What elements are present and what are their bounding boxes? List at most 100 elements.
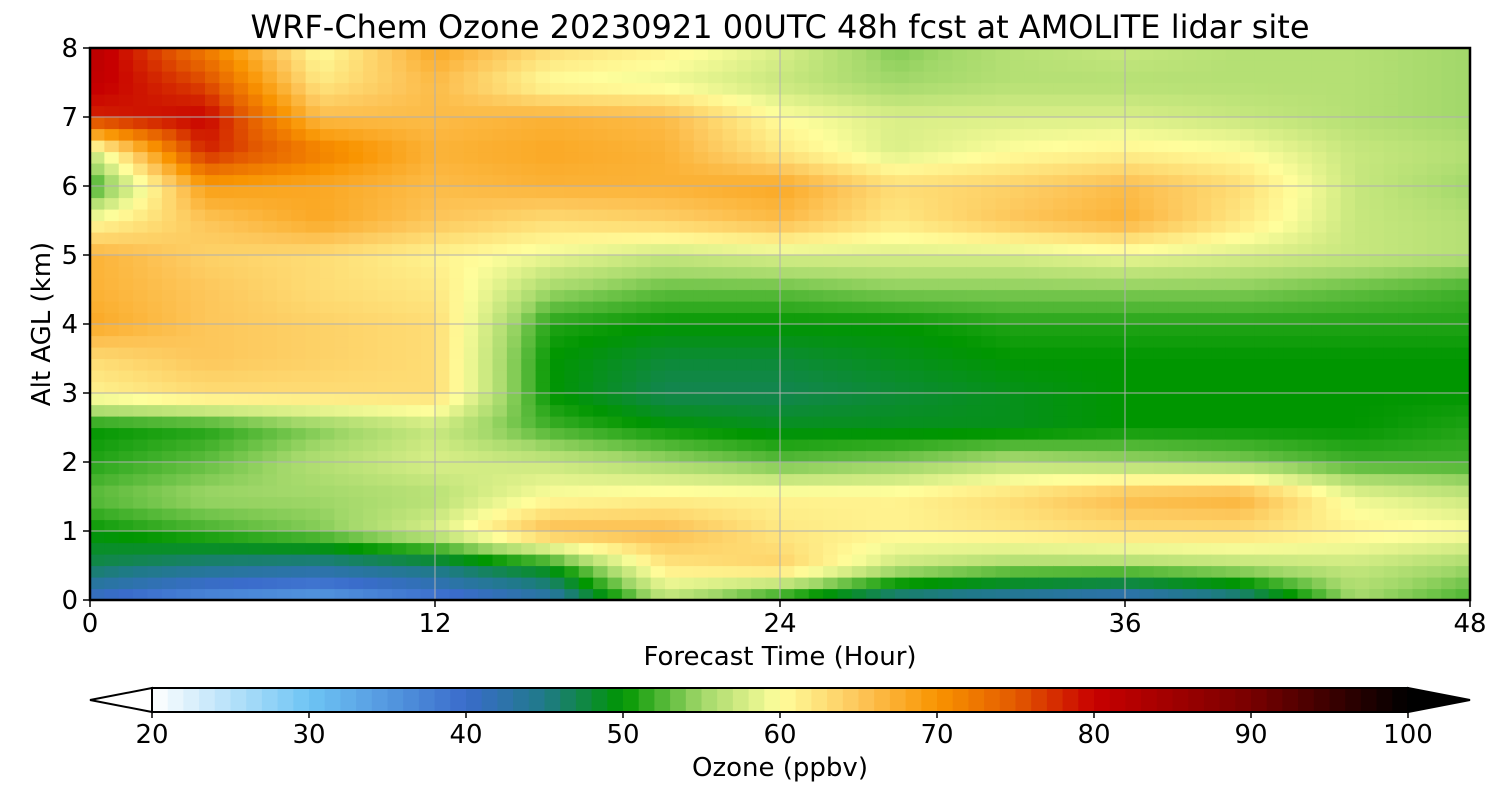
heatmap-cell: [535, 531, 551, 544]
heatmap-cell: [1225, 519, 1241, 532]
heatmap-cell: [751, 416, 767, 429]
heatmap-cell: [248, 220, 264, 233]
heatmap-cell: [1283, 243, 1299, 256]
heatmap-cell: [765, 289, 781, 302]
heatmap-cell: [1168, 462, 1184, 475]
heatmap-cell: [435, 450, 450, 463]
heatmap-cell: [1311, 163, 1327, 176]
heatmap-cell: [320, 462, 335, 475]
heatmap-cell: [708, 508, 724, 521]
heatmap-cell: [1081, 473, 1097, 486]
heatmap-cell: [1455, 232, 1471, 245]
heatmap-cell: [866, 186, 882, 199]
colorbar-swatch: [450, 688, 467, 712]
heatmap-cell: [550, 289, 565, 302]
heatmap-cell: [147, 266, 163, 279]
heatmap-cell: [938, 496, 954, 509]
heatmap-cell: [147, 358, 163, 371]
heatmap-cell: [1254, 243, 1270, 256]
heatmap-cell: [1426, 542, 1442, 555]
heatmap-cell: [923, 312, 939, 325]
heatmap-cell: [262, 117, 278, 130]
heatmap-cell: [794, 427, 810, 440]
heatmap-cell: [1010, 370, 1025, 383]
heatmap-cell: [751, 94, 767, 107]
heatmap-cell: [1096, 416, 1112, 429]
heatmap-cell: [1426, 140, 1442, 153]
heatmap-cell: [938, 255, 954, 268]
heatmap-cell: [1369, 416, 1385, 429]
heatmap-cell: [1182, 554, 1198, 567]
heatmap-cell: [765, 48, 781, 61]
heatmap-cell: [1268, 209, 1284, 222]
heatmap-cell: [118, 450, 134, 463]
heatmap-cell: [1369, 140, 1385, 153]
heatmap-cell: [952, 255, 968, 268]
heatmap-cell: [981, 71, 997, 84]
heatmap-cell: [1010, 232, 1025, 245]
heatmap-cell: [1067, 450, 1083, 463]
heatmap-cell: [837, 174, 853, 187]
heatmap-cell: [406, 381, 422, 394]
heatmap-cell: [866, 427, 882, 440]
heatmap-cell: [377, 531, 393, 544]
heatmap-cell: [1038, 209, 1054, 222]
heatmap-cell: [363, 519, 379, 532]
heatmap-cell: [1196, 358, 1212, 371]
heatmap-cell: [463, 370, 479, 383]
heatmap-cell: [1412, 266, 1428, 279]
heatmap-cell: [995, 220, 1011, 233]
heatmap-cell: [535, 209, 551, 222]
heatmap-cell: [276, 588, 292, 601]
heatmap-cell: [1240, 243, 1255, 256]
heatmap-cell: [1067, 301, 1083, 314]
heatmap-cell: [478, 140, 494, 153]
heatmap-cell: [1297, 404, 1313, 417]
heatmap-cell: [1139, 278, 1155, 291]
heatmap-cell: [1297, 94, 1313, 107]
heatmap-cell: [133, 335, 149, 348]
heatmap-cell: [636, 255, 652, 268]
heatmap-cell: [248, 324, 264, 337]
heatmap-cell: [1053, 381, 1069, 394]
heatmap-cell: [1081, 404, 1097, 417]
heatmap-cell: [1340, 565, 1356, 578]
heatmap-cell: [665, 278, 680, 291]
heatmap-cell: [851, 335, 867, 348]
colorbar-swatch: [1062, 688, 1079, 712]
heatmap-cell: [995, 496, 1011, 509]
heatmap-cell: [564, 232, 580, 245]
heatmap-cell: [1311, 565, 1327, 578]
heatmap-cell: [765, 439, 781, 452]
heatmap-cell: [578, 278, 594, 291]
heatmap-cell: [621, 117, 637, 130]
heatmap-cell: [650, 542, 666, 555]
heatmap-cell: [952, 416, 968, 429]
heatmap-cell: [1426, 416, 1442, 429]
heatmap-cell: [420, 140, 436, 153]
heatmap-cell: [420, 347, 436, 360]
heatmap-cell: [535, 565, 551, 578]
heatmap-cell: [1153, 588, 1169, 601]
heatmap-cell: [1383, 439, 1399, 452]
heatmap-cell: [291, 370, 307, 383]
heatmap-cell: [391, 347, 407, 360]
heatmap-cell: [449, 243, 465, 256]
heatmap-cell: [435, 255, 450, 268]
heatmap-cell: [823, 496, 839, 509]
heatmap-cell: [205, 404, 220, 417]
heatmap-cell: [248, 450, 264, 463]
heatmap-cell: [521, 186, 537, 199]
heatmap-cell: [636, 393, 652, 406]
heatmap-cell: [133, 117, 149, 130]
heatmap-cell: [621, 381, 637, 394]
heatmap-cell: [808, 404, 824, 417]
heatmap-cell: [205, 117, 220, 130]
heatmap-cell: [262, 151, 278, 164]
heatmap-cell: [435, 117, 450, 130]
heatmap-cell: [1196, 335, 1212, 348]
heatmap-cell: [377, 450, 393, 463]
heatmap-cell: [736, 370, 752, 383]
heatmap-cell: [736, 335, 752, 348]
heatmap-cell: [794, 151, 810, 164]
